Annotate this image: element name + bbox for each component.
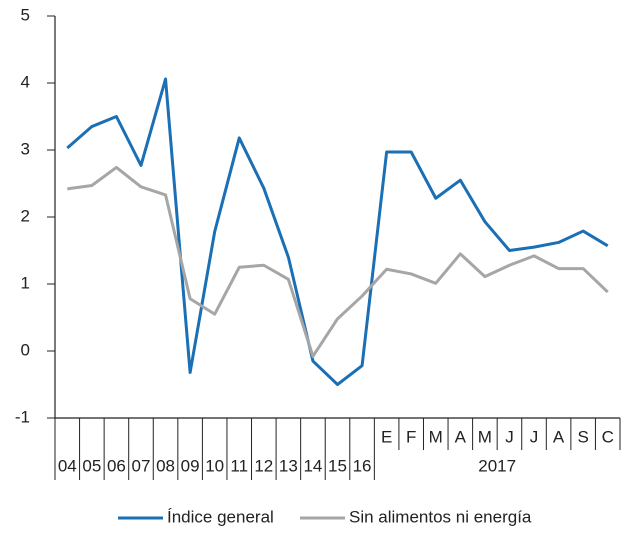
y-tick-label: 1 (21, 273, 30, 292)
x-tick-label: 14 (303, 456, 322, 475)
x-tick-label: 06 (107, 456, 126, 475)
x-tick-label: 04 (58, 456, 77, 475)
y-tick-label: 3 (21, 139, 30, 158)
x-tick-label: 16 (353, 456, 372, 475)
x-tick-label: J (530, 427, 539, 446)
x-tick-label: 10 (205, 456, 224, 475)
legend-label: Índice general (167, 507, 274, 526)
y-tick-label: -1 (15, 407, 30, 426)
x-tick-label: 05 (82, 456, 101, 475)
legend-label: Sin alimentos ni energía (349, 507, 532, 526)
y-tick-label: 4 (21, 72, 30, 91)
y-tick-label: 2 (21, 206, 30, 225)
x-tick-label: 12 (254, 456, 273, 475)
x-tick-label: 11 (230, 456, 248, 475)
x-group-label: 2017 (478, 456, 516, 475)
x-tick-label: 15 (328, 456, 347, 475)
y-tick-label: 5 (21, 5, 30, 24)
x-tick-label: F (406, 427, 416, 446)
x-tick-label: S (577, 427, 588, 446)
x-tick-label: J (505, 427, 514, 446)
series-line (66, 77, 609, 386)
x-tick-label: M (478, 427, 492, 446)
series-line (67, 165, 609, 358)
x-tick-label: 09 (181, 456, 200, 475)
x-tick-label: M (429, 427, 443, 446)
x-tick-label: A (553, 427, 565, 446)
x-tick-label: 13 (279, 456, 298, 475)
x-tick-label: C (602, 427, 614, 446)
y-tick-label: 0 (21, 340, 30, 359)
x-tick-label: E (381, 427, 392, 446)
x-tick-label: 08 (156, 456, 175, 475)
x-tick-label: 07 (132, 456, 151, 475)
x-tick-label: A (455, 427, 467, 446)
